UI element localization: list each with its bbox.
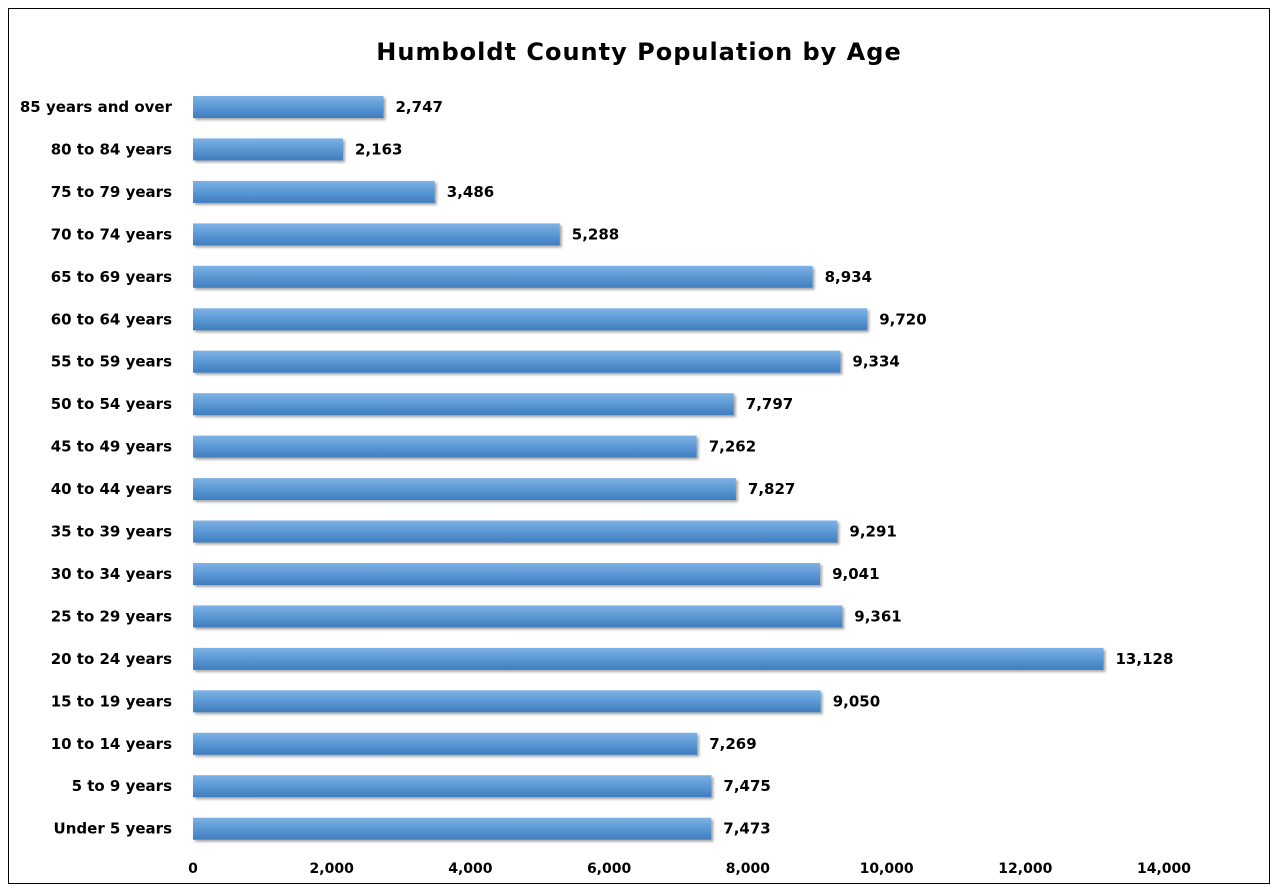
- bar: [193, 520, 838, 543]
- data-label: 8,934: [825, 268, 872, 286]
- x-tick-label: 8,000: [726, 861, 771, 877]
- category-label: 70 to 74 years: [51, 225, 172, 243]
- category-label: 20 to 24 years: [51, 650, 172, 668]
- data-label: 13,128: [1116, 650, 1174, 668]
- data-label: 7,797: [746, 395, 793, 413]
- category-label: 35 to 39 years: [51, 523, 172, 541]
- category-label: 85 years and over: [20, 98, 173, 116]
- bar: [193, 435, 697, 458]
- bar: [193, 647, 1104, 670]
- data-label: 9,720: [879, 310, 926, 328]
- x-tick-label: 14,000: [1137, 861, 1191, 877]
- bar: [193, 690, 821, 713]
- data-label: 9,361: [854, 607, 901, 625]
- x-tick-label: 6,000: [587, 861, 632, 877]
- bar: [193, 563, 821, 585]
- category-label: 5 to 9 years: [72, 777, 172, 795]
- x-tick-label: 4,000: [448, 861, 493, 877]
- category-label: 30 to 34 years: [51, 565, 172, 583]
- data-label: 9,041: [832, 565, 879, 583]
- x-tick-label: 0: [188, 861, 198, 877]
- category-label: 25 to 29 years: [51, 607, 172, 625]
- chart-title: Humboldt County Population by Age: [376, 38, 902, 66]
- bar: [193, 350, 841, 373]
- data-label: 2,747: [396, 98, 443, 116]
- value-labels: 2,747 2,163 3,486 5,288 8,934 9,720 9,334 7,797…: [355, 98, 1173, 838]
- category-label: 10 to 14 years: [51, 735, 172, 753]
- x-tick-label: 10,000: [860, 861, 914, 877]
- bar: [193, 817, 712, 840]
- bar: [193, 223, 560, 246]
- bar: [193, 180, 435, 203]
- bar: [193, 732, 698, 755]
- category-label: 45 to 49 years: [51, 438, 172, 456]
- data-label: 7,262: [709, 438, 756, 456]
- category-label: 65 to 69 years: [51, 268, 172, 286]
- bar: [193, 775, 712, 798]
- category-labels: 85 years and over 80 to 84 years 75 to 79 …: [20, 98, 173, 838]
- bar: [193, 265, 813, 288]
- data-label: 2,163: [355, 140, 402, 158]
- x-tick-label: 12,000: [998, 861, 1052, 877]
- bars-layer: [193, 96, 1104, 840]
- category-label: 40 to 44 years: [51, 480, 172, 498]
- category-label: 50 to 54 years: [51, 395, 172, 413]
- category-label: 75 to 79 years: [51, 183, 172, 201]
- data-label: 9,050: [833, 692, 880, 710]
- bar: [193, 308, 868, 331]
- x-tick-label: 2,000: [310, 861, 355, 877]
- x-axis-ticks: 0 2,000 4,000 6,000 8,000 10,000 12,000 14,000: [188, 861, 1191, 877]
- category-label: 15 to 19 years: [51, 692, 172, 710]
- category-label: 80 to 84 years: [51, 140, 172, 158]
- bar: [193, 478, 736, 501]
- category-label: Under 5 years: [54, 820, 173, 838]
- category-label: 60 to 64 years: [51, 310, 172, 328]
- bar: [193, 393, 734, 416]
- data-label: 9,291: [849, 523, 896, 541]
- data-label: 7,827: [748, 480, 795, 498]
- category-label: 55 to 59 years: [51, 353, 172, 371]
- data-label: 7,269: [709, 735, 756, 753]
- data-label: 7,473: [723, 820, 770, 838]
- bar: [193, 138, 343, 161]
- data-label: 7,475: [723, 777, 770, 795]
- bar: [193, 96, 384, 118]
- data-label: 9,334: [852, 353, 899, 371]
- data-label: 5,288: [572, 225, 619, 243]
- data-label: 3,486: [447, 183, 494, 201]
- bar: [193, 605, 843, 628]
